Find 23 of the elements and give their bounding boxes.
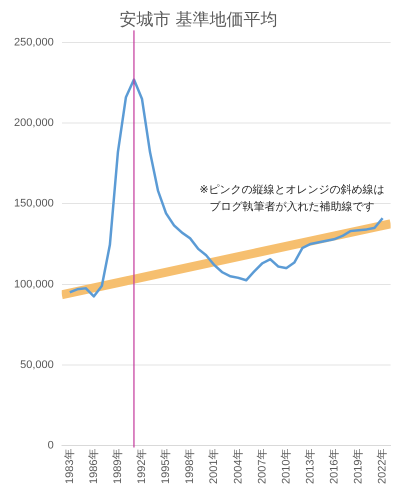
y-tick-label: 250,000 (14, 36, 54, 48)
x-tick-label: 2001年 (208, 448, 220, 484)
y-tick-label: 100,000 (14, 278, 54, 290)
x-tick-label: 2019年 (352, 448, 365, 484)
y-tick-label: 200,000 (14, 117, 54, 130)
x-tick-label: 1989年 (112, 448, 124, 484)
x-tick-label: 2013年 (304, 448, 316, 484)
x-tick-label: 2016年 (328, 448, 341, 484)
y-tick-label: 50,000 (20, 358, 54, 371)
x-tick-label: 1986年 (88, 448, 100, 484)
x-tick-label: 1983年 (64, 448, 76, 484)
x-tick-label: 1992年 (136, 448, 148, 484)
chart-title: 安城市 基準地価平均 (120, 10, 278, 29)
annotation: ブログ執筆者が入れた補助線です (209, 200, 374, 213)
y-tick-label: 150,000 (14, 198, 54, 210)
x-tick-label: 1995年 (160, 448, 172, 484)
x-tick-label: 2010年 (280, 448, 292, 484)
x-tick-label: 2004年 (232, 448, 244, 484)
x-tick-label: 2022年 (376, 448, 389, 484)
y-tick-label: 0 (48, 440, 54, 452)
x-tick-label: 1998年 (184, 448, 196, 484)
annotation: ※ピンクの縦線とオレンジの斜め線は (199, 184, 385, 196)
x-tick-label: 2007年 (256, 448, 268, 484)
